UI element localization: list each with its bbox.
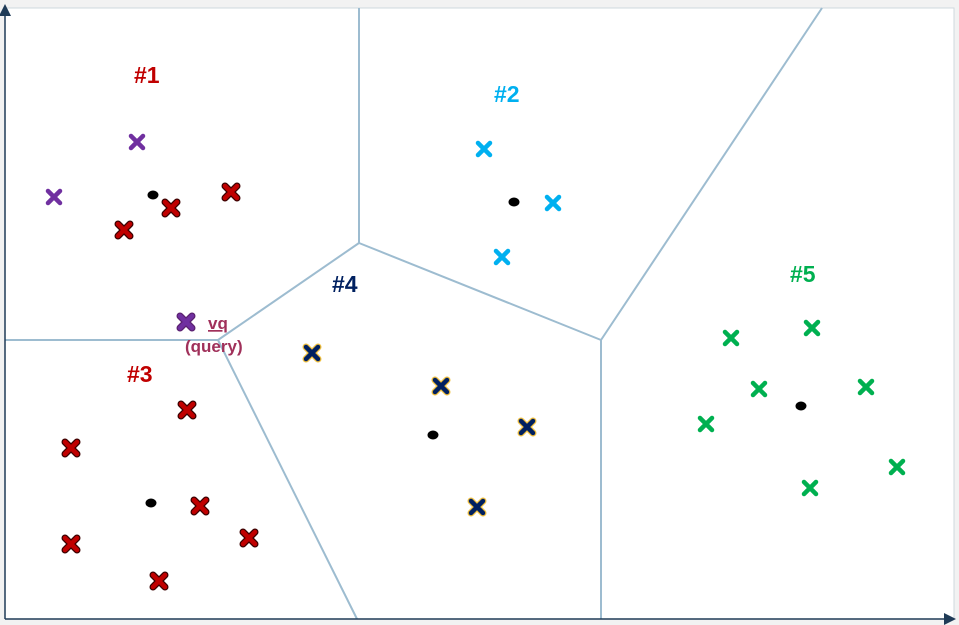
data-point-dark-red [221,182,241,202]
boundary-line [600,7,823,341]
data-point-green [888,458,906,476]
data-point-navy [302,343,322,363]
boundary-line [217,242,360,341]
cell-label-5: #5 [790,261,816,287]
centroid-point [795,401,807,411]
plot-area [4,7,955,620]
data-point-blue [544,194,562,212]
voronoi-boundaries [5,7,823,620]
centroid-point [145,498,157,508]
data-point-green [801,479,819,497]
data-point-dark-red [61,534,81,554]
data-point-green [857,378,875,396]
centroid-point [147,190,159,200]
cell-label-2: #2 [494,81,520,107]
axes [0,4,956,625]
cell-label-4: #4 [332,271,358,297]
boundary-line [358,242,602,341]
data-point-dark-red [161,198,181,218]
query-label: vq [208,314,228,333]
data-point-dark-red [114,220,134,240]
data-points [45,133,906,591]
data-point-dark-red [190,496,210,516]
centroid-point [508,197,520,207]
data-point-purple [128,133,146,151]
data-point-dark-red [61,438,81,458]
data-point-green [697,415,715,433]
data-point-green [803,319,821,337]
data-point-dark-red [149,571,169,591]
data-point-purple [45,188,63,206]
data-point-navy [431,376,451,396]
query-point [176,312,196,332]
cell-label-3: #3 [127,361,153,387]
query-sublabel: (query) [185,337,243,356]
data-point-blue [493,248,511,266]
data-point-green [722,329,740,347]
centroid-point [427,430,439,440]
cell-label-1: #1 [134,62,160,88]
data-point-dark-red [177,400,197,420]
data-point-green [750,380,768,398]
centroids [145,190,807,508]
data-point-navy [517,417,537,437]
boundary-line [217,339,358,620]
data-point-navy [467,497,487,517]
data-point-blue [475,140,493,158]
data-point-dark-red [239,528,259,548]
